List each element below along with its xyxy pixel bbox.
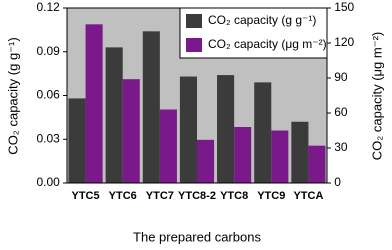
y2-tick-label: 120 — [334, 35, 354, 49]
y2-tick-label: 150 — [334, 0, 354, 14]
bar — [142, 31, 160, 184]
bar — [105, 47, 123, 183]
y-tick-label: 0.06 — [36, 88, 60, 102]
bar — [122, 79, 140, 183]
y-axis-label: CO₂ capacity (g g⁻¹) — [5, 37, 20, 154]
bar — [85, 24, 103, 184]
x-tick-label: YTC8-2 — [178, 190, 216, 202]
x-tick-label: YTC7 — [146, 190, 174, 202]
y-tick-label: 0.03 — [36, 131, 60, 145]
bar — [217, 75, 235, 183]
x-tick-label: YTC5 — [72, 190, 100, 202]
y-tick-label: 0.12 — [36, 0, 60, 14]
y2-tick-label: 60 — [334, 105, 348, 119]
y2-axis-label: CO₂ capacity (μg m⁻²) — [369, 32, 384, 160]
y2-tick-label: 0 — [334, 175, 341, 189]
y-tick-label: 0.00 — [36, 175, 60, 189]
y2-tick-label: 30 — [334, 140, 348, 154]
x-tick-label: YTC8 — [220, 190, 248, 202]
y-tick-label: 0.09 — [36, 44, 60, 58]
bar — [159, 109, 177, 183]
bar — [308, 145, 326, 183]
bar — [68, 98, 86, 183]
x-tick-label: YTCA — [293, 190, 323, 202]
bar — [234, 127, 252, 183]
legend-box — [179, 7, 328, 59]
legend-swatch — [186, 14, 202, 28]
x-tick-label: YTC9 — [257, 190, 285, 202]
bar — [197, 139, 215, 183]
x-axis-label: The prepared carbons — [133, 229, 261, 244]
bar — [179, 76, 197, 183]
bar — [254, 82, 272, 183]
y2-tick-label: 90 — [334, 70, 348, 84]
bar — [291, 121, 309, 183]
x-tick-label: YTC6 — [109, 190, 137, 202]
bar — [271, 130, 289, 183]
legend-label: CO₂ capacity (μg m⁻²) — [208, 37, 327, 51]
legend-swatch — [186, 38, 202, 52]
legend-label: CO₂ capacity (g g⁻¹) — [208, 13, 316, 27]
